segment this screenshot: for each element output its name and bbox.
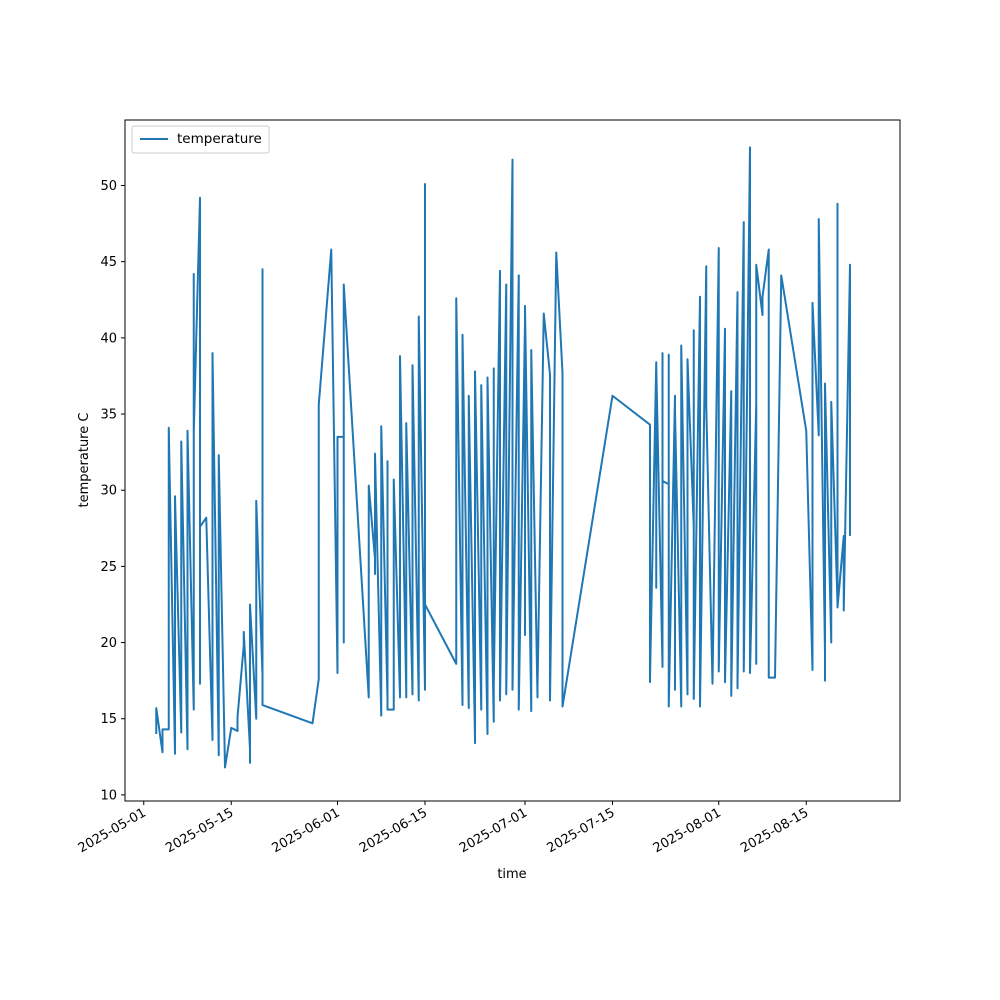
axes-frame: [124, 119, 901, 802]
y-axis-ticks: 10 15 20 25 30 35 40 45 50: [100, 179, 125, 803]
y-tick-label: 50: [100, 179, 117, 194]
legend: temperature: [131, 125, 270, 154]
y-tick-label: 25: [100, 560, 117, 575]
legend-box: [131, 125, 270, 154]
plot-area: [155, 146, 851, 769]
y-tick-label: 40: [100, 331, 117, 346]
y-tick-label: 45: [100, 255, 117, 270]
x-axis-label: time: [497, 867, 526, 882]
y-tick-label: 35: [100, 408, 117, 423]
y-tick-label: 15: [100, 712, 117, 727]
y-tick-label: 20: [100, 636, 117, 651]
y-tick-label: 30: [100, 484, 117, 499]
axes: [124, 119, 901, 802]
y-axis-label: temperature C: [77, 413, 92, 508]
series-line-temperature: [155, 146, 851, 769]
y-tick-label: 10: [100, 788, 117, 803]
legend-label-temperature: temperature: [177, 131, 262, 147]
